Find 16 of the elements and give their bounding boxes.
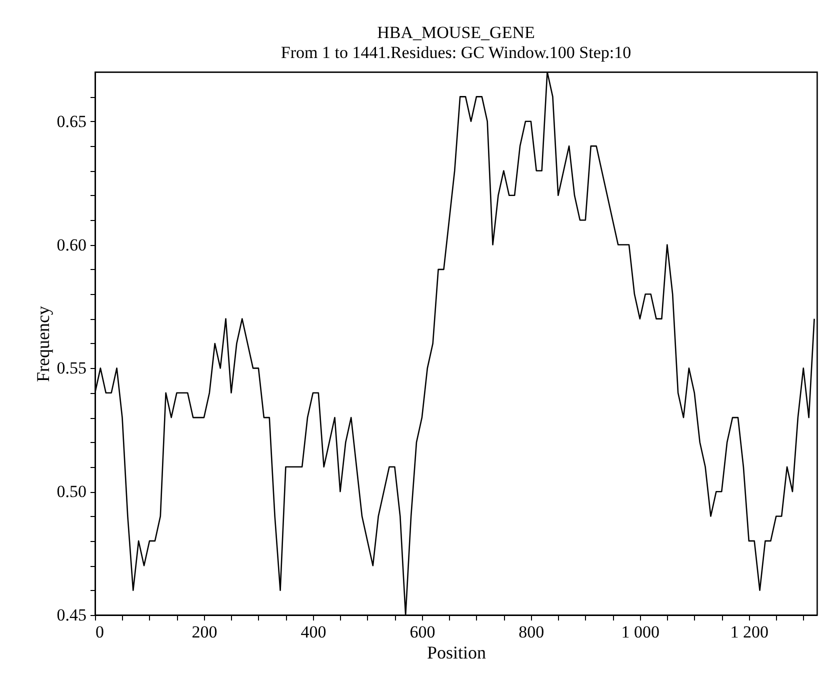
y-tick-label: 0.45	[56, 606, 86, 624]
y-tick-label: 0.60	[56, 235, 86, 254]
y-axis-title: Frequency	[32, 306, 53, 382]
y-tick-label: 0.55	[56, 358, 86, 378]
x-tick-label: 200	[192, 622, 218, 642]
x-tick-label: 0	[96, 622, 104, 642]
x-axis-title: Position	[426, 642, 486, 662]
x-tick-label: 600	[410, 622, 436, 642]
x-tick-label: 800	[518, 622, 544, 642]
y-tick-label: 0.50	[56, 482, 86, 502]
y-tick-label: 0.65	[56, 112, 86, 131]
x-tick-label: 1 200	[730, 622, 769, 642]
x-tick-label: 400	[300, 622, 326, 642]
chart-subtitle: From 1 to 1441.Residues: GC Window.100 Step:10	[280, 43, 632, 62]
x-tick-label: 1 000	[621, 622, 660, 642]
chart-title: HBA_MOUSE_GENE	[377, 23, 535, 42]
